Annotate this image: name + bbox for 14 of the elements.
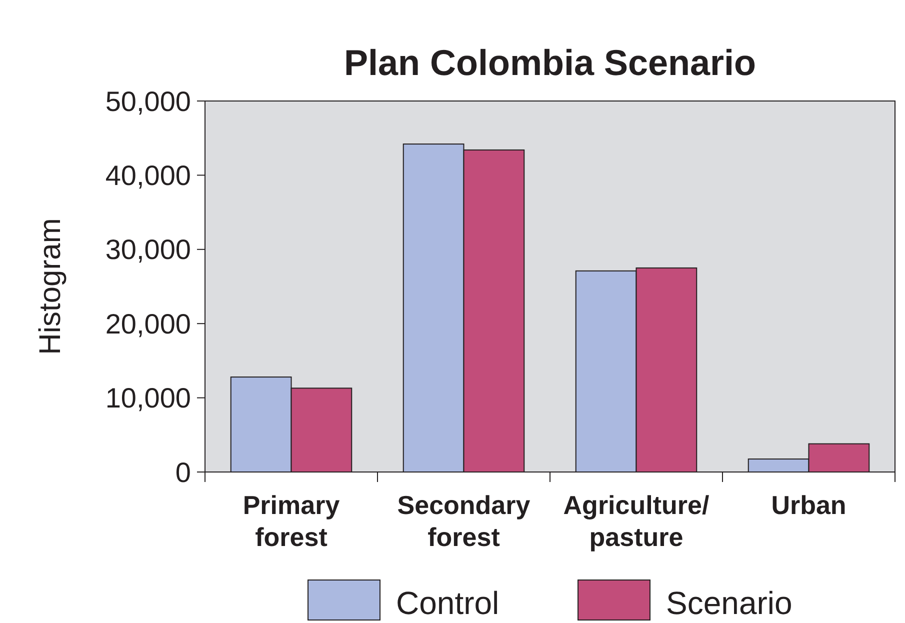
y-axis-title: Histogram — [34, 218, 67, 355]
y-tick-label: 30,000 — [105, 234, 191, 266]
legend-label: Scenario — [666, 585, 792, 621]
y-tick-label: 20,000 — [105, 308, 191, 340]
y-tick-label: 40,000 — [105, 160, 191, 191]
legend-label: Control — [396, 585, 500, 621]
x-tick-label: Agriculture/ pasture — [563, 490, 710, 552]
y-tick-label: 10,000 — [105, 382, 191, 414]
x-tick-label: Secondary forest — [397, 490, 531, 552]
x-tick-label: Primary forest — [242, 490, 340, 552]
chart-title: Plan Colombia Scenario — [344, 42, 756, 83]
x-tick-label: Urban — [771, 490, 846, 520]
y-tick-label: 0 — [175, 456, 191, 488]
y-tick-label: 50,000 — [105, 86, 191, 117]
